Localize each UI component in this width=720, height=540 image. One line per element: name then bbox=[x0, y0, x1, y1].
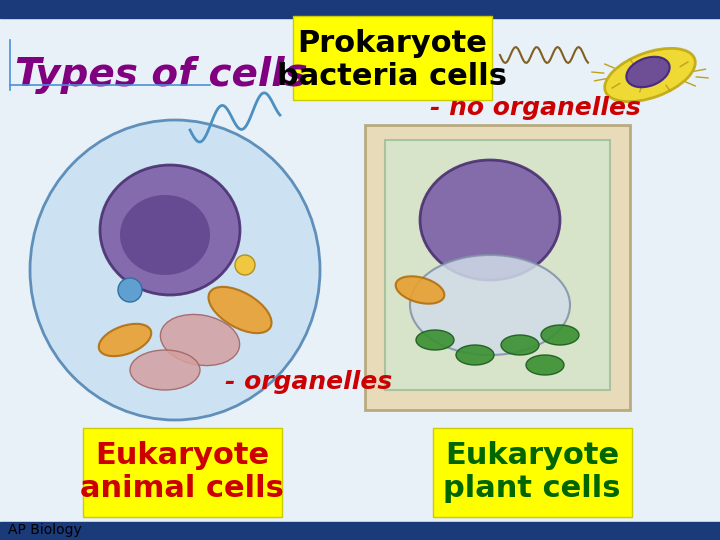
Bar bbox=[0, 522, 720, 540]
Text: AP Biology: AP Biology bbox=[8, 523, 82, 537]
Ellipse shape bbox=[30, 120, 320, 420]
Circle shape bbox=[235, 255, 255, 275]
Text: Prokaryote
bacteria cells: Prokaryote bacteria cells bbox=[277, 29, 507, 91]
FancyBboxPatch shape bbox=[433, 428, 632, 517]
Ellipse shape bbox=[120, 195, 210, 275]
Ellipse shape bbox=[410, 255, 570, 355]
Circle shape bbox=[118, 278, 142, 302]
Ellipse shape bbox=[209, 287, 271, 333]
Ellipse shape bbox=[501, 335, 539, 355]
Ellipse shape bbox=[526, 355, 564, 375]
Text: - organelles: - organelles bbox=[225, 370, 392, 394]
Ellipse shape bbox=[100, 165, 240, 295]
Ellipse shape bbox=[456, 345, 494, 365]
Ellipse shape bbox=[416, 330, 454, 350]
Text: - no organelles: - no organelles bbox=[430, 96, 641, 120]
Ellipse shape bbox=[605, 49, 696, 102]
FancyBboxPatch shape bbox=[83, 428, 282, 517]
Text: Eukaryote
animal cells: Eukaryote animal cells bbox=[80, 441, 284, 503]
Ellipse shape bbox=[541, 325, 579, 345]
Ellipse shape bbox=[161, 314, 240, 366]
FancyBboxPatch shape bbox=[293, 16, 492, 100]
Ellipse shape bbox=[626, 57, 670, 87]
Ellipse shape bbox=[395, 276, 444, 303]
Text: Types of cells: Types of cells bbox=[15, 56, 307, 94]
Bar bbox=[0, 0, 720, 18]
Ellipse shape bbox=[99, 324, 151, 356]
Ellipse shape bbox=[420, 160, 560, 280]
Text: Eukaryote
plant cells: Eukaryote plant cells bbox=[444, 441, 621, 503]
Bar bbox=[365, 125, 630, 410]
Bar bbox=[385, 140, 610, 390]
Ellipse shape bbox=[130, 350, 200, 390]
